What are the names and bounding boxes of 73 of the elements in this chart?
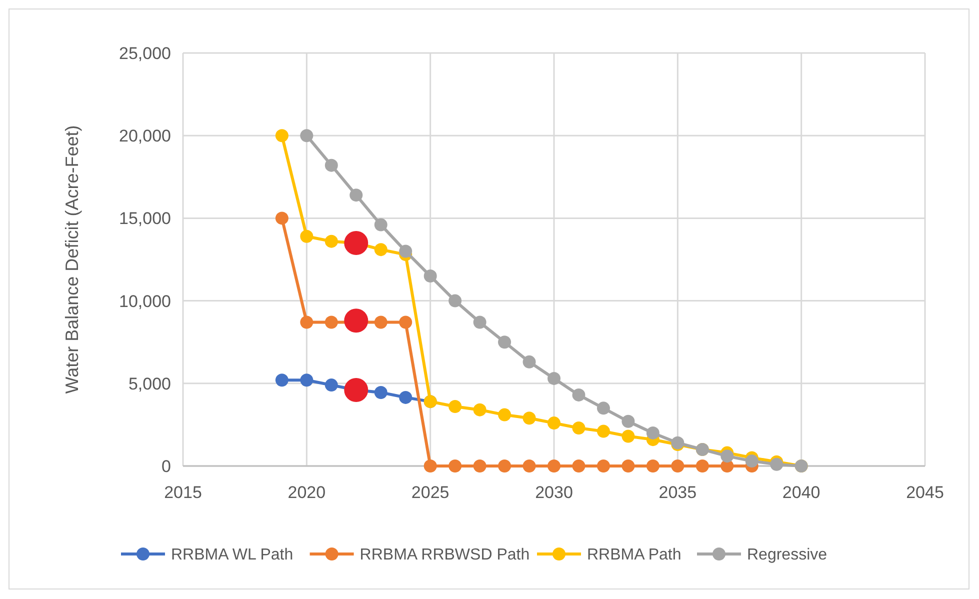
legend-label: RRBMA Path	[587, 546, 682, 564]
point	[522, 355, 536, 368]
y-tick-label: 0	[162, 456, 171, 476]
point	[275, 374, 288, 387]
point	[275, 129, 288, 142]
point	[498, 460, 512, 472]
point	[522, 412, 536, 425]
point	[344, 230, 368, 255]
point	[374, 218, 388, 232]
point	[622, 430, 635, 443]
y-tick-label: 20,000	[119, 126, 171, 146]
y-tick-label: 25,000	[119, 44, 171, 63]
point	[448, 294, 462, 308]
point	[374, 243, 388, 256]
x-tick-label: 2025	[411, 483, 450, 502]
point	[572, 460, 586, 472]
point	[448, 400, 462, 414]
point	[275, 212, 288, 225]
y-tick-label: 5,000	[128, 374, 171, 394]
x-tick-label: 2015	[164, 483, 202, 502]
point	[324, 158, 338, 172]
point	[548, 416, 560, 430]
point	[424, 460, 437, 472]
point	[324, 234, 338, 248]
point	[473, 460, 486, 472]
point	[522, 460, 536, 472]
x-tick-label: 2035	[658, 483, 697, 502]
point	[324, 378, 338, 392]
point	[596, 424, 610, 438]
point	[596, 460, 610, 472]
point	[300, 316, 314, 329]
y-tick-label: 15,000	[119, 209, 171, 228]
point	[696, 460, 709, 472]
point	[770, 458, 784, 471]
point	[399, 244, 412, 258]
point	[572, 422, 586, 435]
x-tick-label: 2045	[906, 483, 944, 502]
point	[646, 460, 660, 472]
x-tick-label: 2020	[288, 483, 326, 502]
point	[622, 414, 635, 428]
point	[300, 374, 314, 387]
point	[399, 316, 412, 329]
point	[572, 388, 586, 402]
point	[448, 460, 462, 472]
point	[720, 450, 734, 463]
point	[300, 230, 314, 243]
point	[596, 402, 610, 415]
point	[344, 378, 368, 402]
legend-label: RRBMA WL Path	[171, 546, 294, 564]
point	[399, 390, 412, 404]
point	[344, 308, 368, 333]
point	[374, 386, 388, 399]
point	[548, 460, 560, 472]
point	[473, 403, 486, 416]
point	[300, 129, 314, 142]
point	[622, 460, 635, 472]
point	[350, 188, 363, 202]
point	[498, 408, 512, 422]
y-axis-title: Water Balance Deficit (Acre-Feet)	[62, 125, 82, 394]
point	[324, 316, 338, 329]
point	[548, 372, 560, 385]
point	[374, 316, 388, 329]
x-tick-label: 2040	[782, 483, 820, 502]
x-tick-label: 2030	[535, 483, 573, 502]
point	[646, 426, 660, 440]
y-tick-label: 10,000	[119, 292, 171, 311]
point	[671, 460, 684, 472]
point	[498, 336, 512, 349]
legend-label: Regressive	[747, 546, 828, 564]
point	[745, 454, 758, 468]
point	[473, 316, 486, 329]
point	[424, 270, 437, 283]
legend-label: RRBMA RRBWSD Path	[360, 546, 530, 564]
